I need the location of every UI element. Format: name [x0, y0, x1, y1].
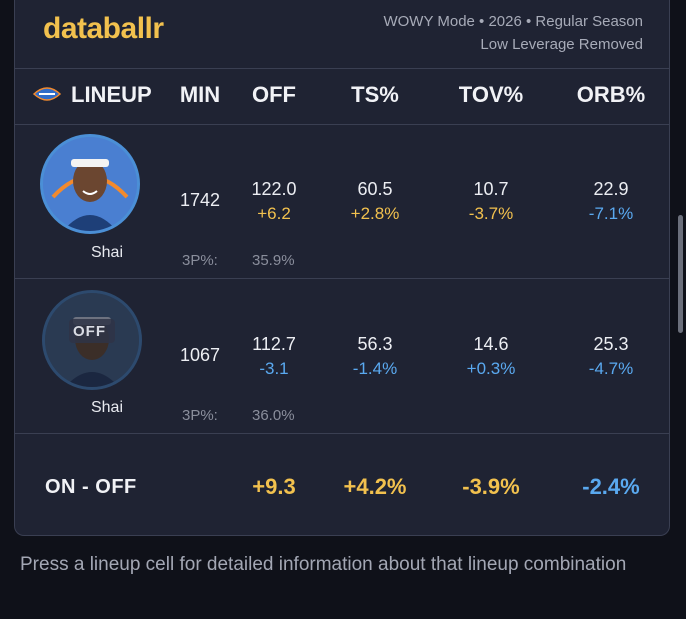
ts-value[interactable]: 56.3 [357, 334, 393, 354]
orb-delta: -4.7% [588, 359, 634, 378]
on-off-ts: +4.2% [343, 474, 407, 499]
on-off-off: +9.3 [252, 474, 296, 499]
off-value[interactable]: 112.7 [252, 334, 296, 354]
divider [15, 124, 669, 125]
ts-value[interactable]: 60.5 [357, 179, 393, 199]
scrollbar[interactable] [678, 215, 683, 333]
player-avatar-off[interactable]: OFF [42, 290, 142, 390]
on-off-label: ON - OFF [45, 476, 137, 498]
orb-value[interactable]: 22.9 [593, 179, 629, 199]
wowy-card: databallr WOWY Mode • 2026 • Regular Sea… [14, 0, 670, 536]
player-avatar-on[interactable] [40, 134, 140, 234]
header-ts[interactable]: TS% [351, 82, 399, 107]
tov-delta: -3.7% [468, 204, 514, 223]
divider [15, 278, 669, 279]
footer-hint: Press a lineup cell for detailed informa… [20, 554, 627, 575]
tov-value[interactable]: 14.6 [473, 334, 509, 354]
three-point-value: 36.0% [252, 407, 295, 424]
off-badge: OFF [73, 323, 106, 340]
header-tov[interactable]: TOV% [458, 82, 524, 107]
ts-delta: +2.8% [350, 204, 400, 223]
player-name: Shai [90, 399, 124, 416]
three-point-label: 3P%: [182, 252, 218, 269]
on-off-orb: -2.4% [582, 474, 640, 499]
tov-value[interactable]: 10.7 [473, 179, 509, 199]
divider [15, 68, 669, 69]
divider [15, 433, 669, 434]
three-point-value: 35.9% [252, 252, 295, 269]
tov-delta: +0.3% [466, 359, 516, 378]
orb-value[interactable]: 25.3 [593, 334, 629, 354]
off-delta: -3.1 [259, 359, 289, 378]
three-point-label: 3P%: [182, 407, 218, 424]
off-value[interactable]: 122.0 [251, 179, 297, 199]
mode-season-info: WOWY Mode • 2026 • Regular Season [383, 13, 643, 30]
databallr-logo[interactable]: databallr [43, 12, 164, 45]
off-delta: +6.2 [257, 204, 291, 223]
min-value[interactable]: 1067 [179, 345, 221, 365]
min-value[interactable]: 1742 [179, 190, 221, 210]
player-name: Shai [90, 244, 124, 261]
thunder-logo-icon [33, 87, 61, 101]
ts-delta: -1.4% [352, 359, 398, 378]
orb-delta: -7.1% [588, 204, 634, 223]
header-min[interactable]: MIN [179, 82, 221, 107]
on-off-tov: -3.9% [462, 474, 520, 499]
header-off[interactable]: OFF [252, 82, 296, 107]
header-lineup: LINEUP [71, 82, 152, 107]
leverage-filter-info: Low Leverage Removed [480, 36, 643, 53]
header-orb[interactable]: ORB% [576, 82, 646, 107]
